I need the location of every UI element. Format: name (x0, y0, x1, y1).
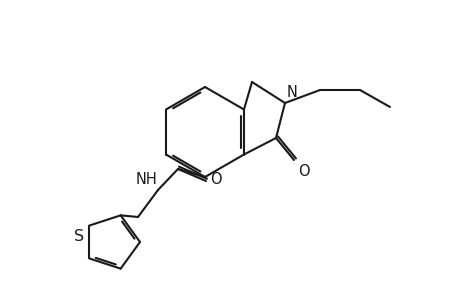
Text: NH: NH (135, 172, 157, 187)
Text: O: O (297, 164, 309, 179)
Text: S: S (74, 229, 84, 244)
Text: N: N (286, 85, 297, 100)
Text: O: O (210, 172, 221, 187)
